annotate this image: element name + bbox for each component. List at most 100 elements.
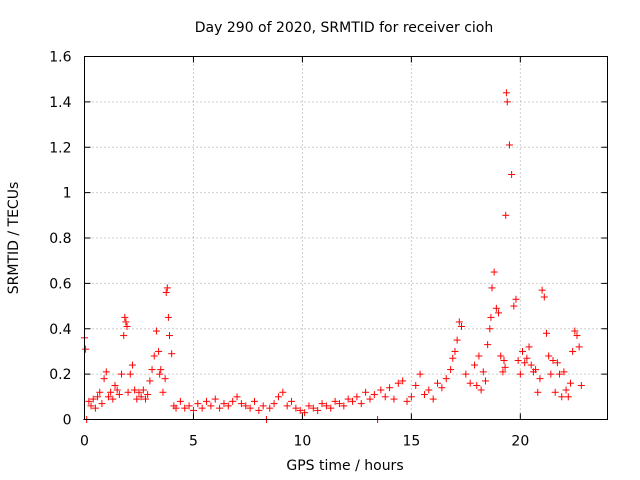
data-point <box>455 318 463 326</box>
data-point <box>142 395 150 403</box>
data-point <box>571 327 579 335</box>
data-point <box>403 397 411 405</box>
data-point <box>523 354 531 362</box>
data-point <box>229 397 237 405</box>
data-point <box>399 377 407 385</box>
data-point <box>233 393 241 401</box>
data-point <box>216 404 224 412</box>
data-point <box>133 395 141 403</box>
data-point <box>501 363 509 371</box>
data-point <box>165 332 173 340</box>
data-point <box>259 402 267 410</box>
data-point <box>569 347 577 355</box>
data-point <box>575 343 583 351</box>
data-point <box>128 361 136 369</box>
data-point <box>124 388 132 396</box>
data-point <box>185 402 193 410</box>
x-tick-label: 0 <box>80 434 89 450</box>
data-point <box>168 350 176 358</box>
data-point <box>486 325 494 333</box>
y-tick-label: 1.6 <box>49 50 71 66</box>
data-point <box>309 404 317 412</box>
chart-title: Day 290 of 2020, SRMTID for receiver cio… <box>195 20 493 36</box>
data-point <box>521 359 529 367</box>
data-point <box>564 393 572 401</box>
data-point <box>362 388 370 396</box>
data-point <box>525 343 533 351</box>
axis-ticks <box>84 56 608 420</box>
data-point <box>203 397 211 405</box>
data-point <box>551 388 559 396</box>
data-point <box>292 404 300 412</box>
data-point <box>538 286 546 294</box>
data-point <box>466 379 474 387</box>
data-point <box>534 388 542 396</box>
data-point <box>484 341 492 349</box>
data-point <box>120 332 128 340</box>
data-point <box>566 379 574 387</box>
data-point <box>255 406 263 414</box>
data-point <box>447 366 455 374</box>
data-point <box>156 370 164 378</box>
data-point <box>473 381 481 389</box>
data-points <box>81 89 585 423</box>
data-point <box>519 347 527 355</box>
data-point <box>224 402 232 410</box>
data-point <box>407 393 415 401</box>
data-point <box>118 370 126 378</box>
data-point <box>250 397 258 405</box>
data-point <box>172 404 180 412</box>
data-point <box>532 366 540 374</box>
data-point <box>558 393 566 401</box>
data-point <box>429 395 437 403</box>
data-point <box>85 397 93 405</box>
data-point <box>318 400 326 408</box>
data-point <box>322 402 330 410</box>
data-point <box>102 368 110 376</box>
data-point <box>146 377 154 385</box>
data-point <box>505 141 513 149</box>
data-point <box>327 404 335 412</box>
data-point <box>495 309 503 317</box>
data-point <box>335 400 343 408</box>
x-tick-label: 10 <box>294 434 312 450</box>
data-point <box>155 347 163 355</box>
data-point <box>296 406 304 414</box>
data-point <box>266 404 274 412</box>
data-point <box>425 386 433 394</box>
data-point <box>340 402 348 410</box>
data-point <box>492 304 500 312</box>
data-point <box>161 375 169 383</box>
data-point <box>542 329 550 337</box>
data-point <box>510 302 518 310</box>
data-point <box>157 366 165 374</box>
data-point <box>412 381 420 389</box>
data-point <box>497 352 505 360</box>
data-point <box>237 400 245 408</box>
x-tick-label: 5 <box>189 434 198 450</box>
data-point <box>181 404 189 412</box>
data-point <box>451 347 459 355</box>
data-point <box>449 354 457 362</box>
y-tick-label: 0.8 <box>49 231 71 247</box>
y-tick-label: 1.4 <box>49 95 71 111</box>
data-point <box>479 368 487 376</box>
data-point <box>438 384 446 392</box>
data-point <box>189 406 197 414</box>
data-point <box>536 375 544 383</box>
y-tick-label: 0.4 <box>49 322 71 338</box>
data-point <box>207 402 215 410</box>
data-point <box>100 375 108 383</box>
data-point <box>98 400 106 408</box>
data-point <box>137 393 145 401</box>
y-tick-label: 0 <box>63 413 72 429</box>
data-point <box>159 388 167 396</box>
data-point <box>390 395 398 403</box>
data-point <box>104 393 112 401</box>
data-point <box>288 397 296 405</box>
data-point <box>148 366 156 374</box>
data-point <box>91 404 99 412</box>
data-point <box>527 361 535 369</box>
data-point <box>547 370 555 378</box>
